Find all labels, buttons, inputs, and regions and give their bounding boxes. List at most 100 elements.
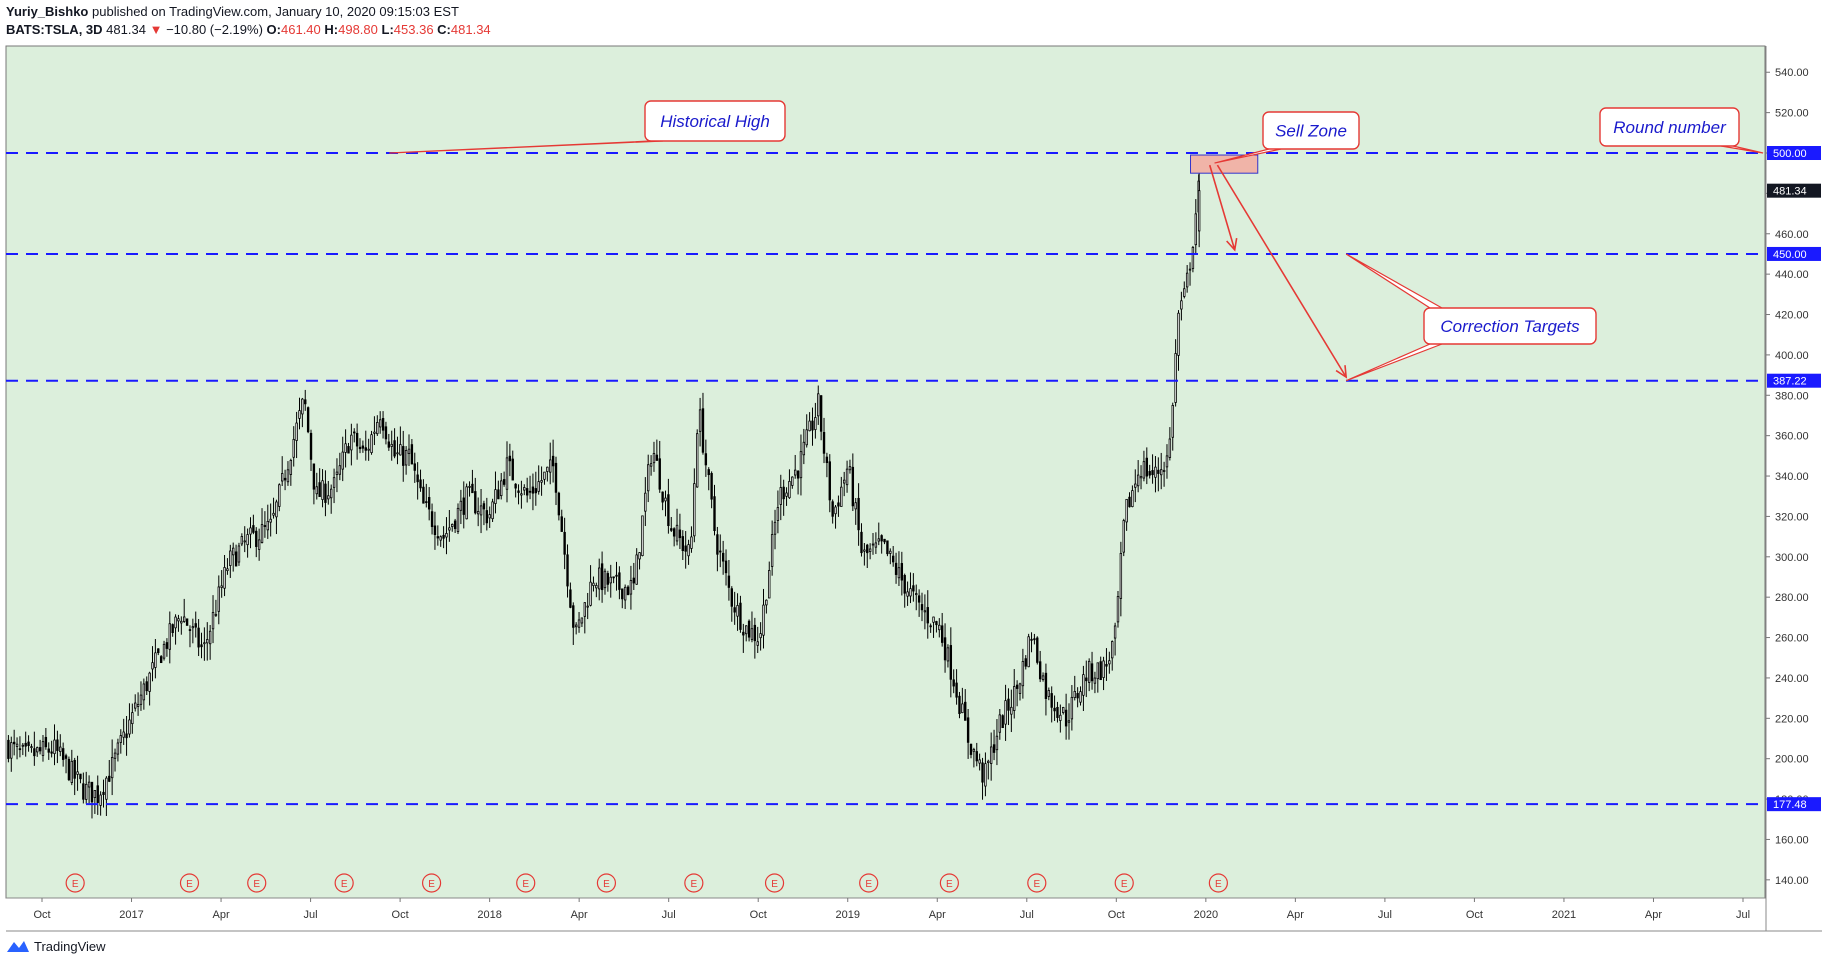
candle-body bbox=[488, 514, 491, 519]
y-tick-label: 460.00 bbox=[1775, 229, 1809, 241]
candle-body bbox=[638, 552, 641, 560]
earnings-marker[interactable] bbox=[334, 873, 354, 893]
candle-body bbox=[1154, 466, 1157, 478]
candle-body bbox=[693, 483, 696, 537]
candle-body bbox=[214, 613, 218, 616]
round-number-callout-box[interactable] bbox=[1599, 107, 1740, 147]
candle-body bbox=[292, 438, 295, 458]
earnings-marker[interactable] bbox=[939, 873, 959, 893]
candle-body bbox=[727, 575, 731, 588]
footer-brand[interactable]: TradingView bbox=[6, 938, 106, 954]
candle-body bbox=[304, 399, 307, 405]
earnings-marker[interactable] bbox=[179, 873, 200, 893]
x-tick-label: Apr bbox=[212, 909, 229, 921]
candle-body bbox=[162, 643, 166, 659]
x-tick-label: Jul bbox=[304, 909, 318, 921]
candle-body bbox=[237, 545, 241, 563]
earnings-marker[interactable] bbox=[684, 873, 704, 893]
y-tick-label: 140.00 bbox=[1775, 875, 1809, 887]
candle-body bbox=[866, 544, 869, 554]
earnings-marker[interactable] bbox=[1114, 873, 1134, 893]
earnings-marker-label: E bbox=[946, 879, 953, 890]
candle-body bbox=[419, 479, 422, 489]
earnings-marker[interactable] bbox=[764, 873, 785, 893]
candle-body bbox=[880, 535, 883, 542]
candle-body bbox=[917, 595, 921, 603]
candle-body bbox=[606, 573, 610, 585]
candle-body bbox=[451, 523, 454, 527]
earnings-marker[interactable] bbox=[1208, 873, 1228, 893]
earnings-marker[interactable] bbox=[596, 873, 617, 893]
candle-body bbox=[505, 457, 509, 490]
candle-body bbox=[445, 533, 448, 538]
candle-body bbox=[854, 502, 857, 510]
earnings-marker[interactable] bbox=[247, 873, 267, 893]
candle-body bbox=[407, 448, 411, 455]
candle-body bbox=[546, 466, 549, 472]
candle-body bbox=[889, 550, 892, 554]
candle-body bbox=[906, 591, 909, 597]
candle-body bbox=[1168, 438, 1172, 458]
candle-body bbox=[517, 490, 520, 493]
candle-body bbox=[687, 544, 690, 557]
candle-body bbox=[1001, 715, 1004, 729]
earnings-marker[interactable] bbox=[421, 873, 442, 893]
candle-body bbox=[61, 748, 65, 760]
x-tick-label: 2019 bbox=[835, 909, 859, 921]
candle-body bbox=[439, 536, 442, 541]
candle-body bbox=[840, 486, 843, 507]
candle-body bbox=[1105, 664, 1108, 667]
earnings-marker[interactable] bbox=[859, 873, 879, 893]
candle-body bbox=[211, 612, 215, 630]
earnings-marker-label: E bbox=[428, 879, 435, 890]
candle-body bbox=[128, 719, 131, 735]
candle-body bbox=[525, 488, 529, 496]
candle-body bbox=[600, 563, 604, 591]
earnings-marker[interactable] bbox=[65, 873, 85, 893]
candle-body bbox=[819, 395, 823, 432]
plot-area[interactable] bbox=[5, 45, 1766, 899]
candle-body bbox=[275, 501, 278, 518]
correction-targets-callout-pointer bbox=[1345, 343, 1443, 382]
candle-body bbox=[822, 432, 826, 454]
earnings-marker-label: E bbox=[253, 879, 260, 890]
candle-body bbox=[125, 733, 128, 739]
candle-body bbox=[7, 739, 10, 759]
candle-body bbox=[739, 602, 742, 630]
sell-zone-callout-box[interactable] bbox=[1262, 111, 1360, 150]
earnings-marker[interactable] bbox=[516, 873, 536, 893]
candle-body bbox=[87, 781, 91, 788]
correction-arrow[interactable] bbox=[1216, 164, 1347, 378]
candle-body bbox=[142, 683, 146, 701]
candle-body bbox=[632, 577, 635, 584]
correction-arrow[interactable] bbox=[1208, 164, 1236, 251]
earnings-marker[interactable] bbox=[1027, 873, 1047, 893]
candle-body bbox=[332, 477, 336, 488]
x-tick-label: Apr bbox=[1645, 909, 1662, 921]
candle-body bbox=[134, 702, 137, 709]
candle-body bbox=[966, 717, 970, 743]
candle-body bbox=[1157, 469, 1160, 474]
candle-body bbox=[785, 492, 788, 497]
candle-body bbox=[298, 410, 301, 419]
symbol-label[interactable]: BATS:TSLA, 3D bbox=[6, 22, 103, 37]
candle-body bbox=[736, 605, 739, 617]
candle-body bbox=[842, 479, 846, 484]
sell-zone-box[interactable] bbox=[1190, 154, 1259, 174]
candle-body bbox=[36, 747, 39, 753]
candle-body bbox=[845, 468, 849, 486]
historical-high-callout-box[interactable] bbox=[644, 100, 786, 142]
candle-body bbox=[59, 746, 62, 752]
candle-body bbox=[1044, 672, 1048, 699]
y-tick-label: 360.00 bbox=[1775, 431, 1809, 443]
y-tick-label: 520.00 bbox=[1775, 108, 1809, 120]
candle-body bbox=[1047, 690, 1051, 697]
candle-body bbox=[30, 746, 33, 749]
candle-body bbox=[814, 417, 817, 430]
brand-name: TradingView bbox=[34, 938, 106, 954]
candle-body bbox=[938, 624, 941, 631]
round-number-callout-pointer bbox=[1720, 145, 1764, 154]
correction-targets-callout-box[interactable] bbox=[1423, 307, 1597, 345]
candle-body bbox=[589, 581, 592, 606]
